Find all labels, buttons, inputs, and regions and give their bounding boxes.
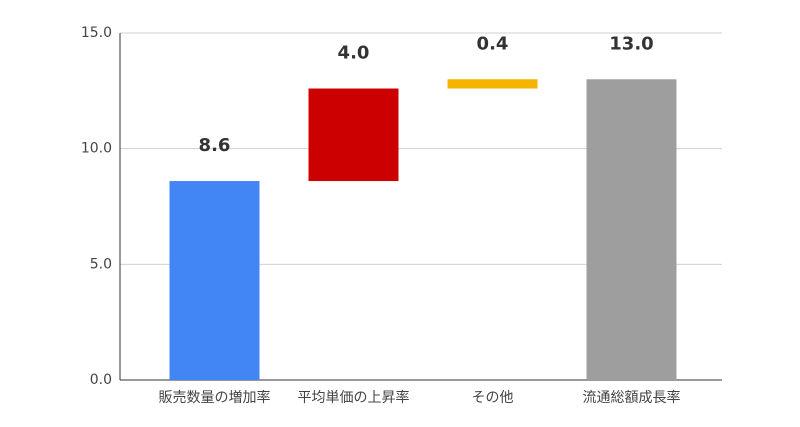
bar — [308, 88, 399, 182]
value-label: 4.0 — [338, 43, 370, 64]
y-tick-label: 0.0 — [90, 372, 112, 388]
bar — [586, 79, 677, 381]
bar — [447, 79, 538, 89]
x-tick-label: 流通総額成長率 — [583, 389, 681, 406]
bar — [169, 181, 260, 380]
y-tick-label: 5.0 — [90, 256, 112, 272]
y-tick-label: 10.0 — [81, 141, 112, 157]
y-tick-label: 15.0 — [81, 25, 112, 41]
value-label: 8.6 — [199, 135, 231, 156]
value-label: 0.4 — [477, 33, 509, 54]
x-tick-label: 販売数量の増加率 — [159, 389, 271, 406]
value-label: 13.0 — [609, 33, 653, 54]
x-tick-label: その他 — [472, 390, 514, 406]
x-tick-label: 平均単価の上昇率 — [298, 389, 410, 406]
